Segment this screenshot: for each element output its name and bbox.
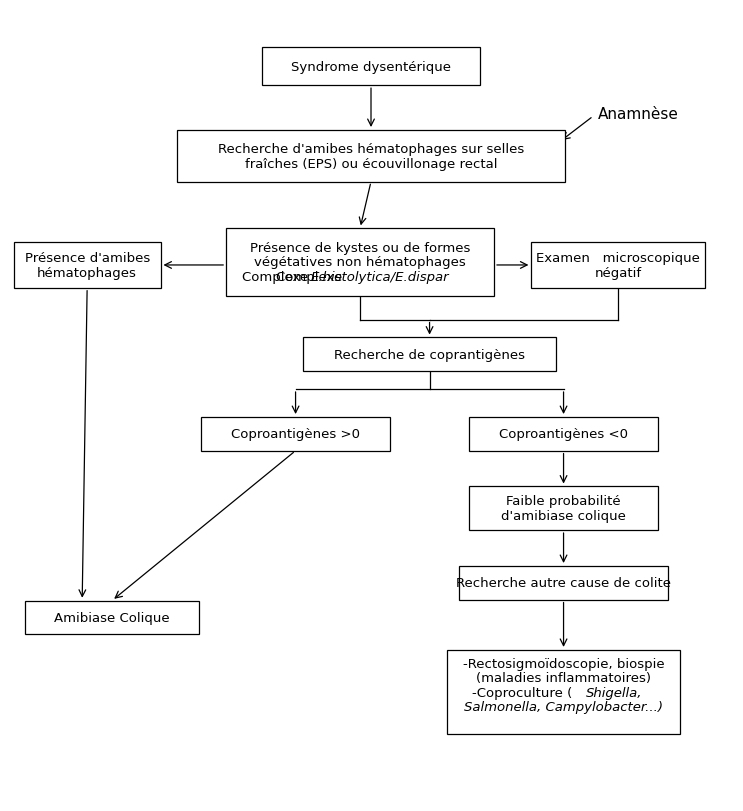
Bar	[447, 650, 680, 734]
Text: Recherche autre cause de colite: Recherche autre cause de colite	[456, 577, 671, 590]
Text: Présence d'amibes
hématophages: Présence d'amibes hématophages	[25, 251, 150, 280]
Bar	[13, 242, 160, 289]
Text: Examen   microscopique
négatif: Examen microscopique négatif	[536, 251, 700, 280]
Bar	[531, 242, 705, 289]
Bar	[201, 418, 390, 451]
Text: Présence de kystes ou de formes: Présence de kystes ou de formes	[250, 242, 470, 255]
Bar	[303, 338, 556, 371]
Text: Anamnèse: Anamnèse	[598, 106, 679, 122]
Text: Recherche d'amibes hématophages sur selles
fraîches (EPS) ou écouvillonage recta: Recherche d'amibes hématophages sur sell…	[218, 143, 524, 170]
Text: -Rectosigmoïdoscopie, biospie: -Rectosigmoïdoscopie, biospie	[463, 657, 664, 670]
Text: Faible probabilité
d'amibiase colique: Faible probabilité d'amibiase colique	[501, 495, 626, 522]
Text: Shigella,: Shigella,	[586, 685, 643, 698]
Bar	[178, 131, 565, 182]
Text: Amibiase Colique: Amibiase Colique	[54, 611, 169, 624]
Bar	[262, 49, 480, 86]
Text: (maladies inflammatoires): (maladies inflammatoires)	[476, 672, 651, 684]
Text: Salmonella, Campylobacter...): Salmonella, Campylobacter...)	[464, 700, 663, 713]
Bar	[470, 487, 658, 530]
Text: Complexe: Complexe	[276, 271, 444, 284]
Text: Syndrome dysentérique: Syndrome dysentérique	[291, 61, 451, 74]
Text: Coproantigènes >0: Coproantigènes >0	[231, 427, 360, 440]
Text: -Coproculture (: -Coproculture (	[473, 685, 573, 698]
Text: végétatives non hématophages: végétatives non hématophages	[254, 256, 466, 269]
Bar	[470, 418, 658, 451]
Bar	[226, 229, 494, 296]
Bar	[459, 566, 668, 600]
Text: Coproantigènes <0: Coproantigènes <0	[499, 427, 628, 440]
Text: Recherche de coprantigènes: Recherche de coprantigènes	[334, 349, 525, 362]
Text: Complexe: Complexe	[242, 271, 313, 284]
Bar	[25, 601, 199, 635]
Text: E.histolytica/E.dispar: E.histolytica/E.dispar	[311, 271, 450, 284]
